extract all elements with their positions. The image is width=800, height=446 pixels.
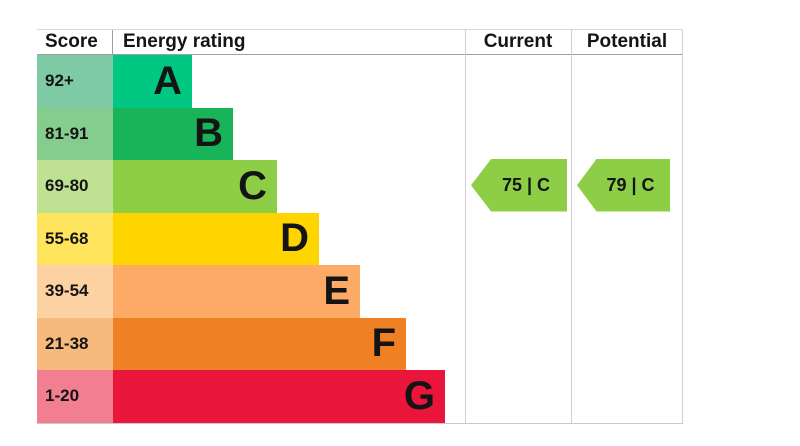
band-row-e: 39-54 E [37,265,683,318]
band-row-f: 21-38 F [37,317,683,370]
band-row-b: 81-91 B [37,107,683,160]
band-row-c: 69-80 C [37,160,683,213]
band-letter: A [153,58,182,103]
band-bar: F [113,317,406,370]
band-bar: G [113,370,445,423]
band-score-range: 69-80 [37,160,113,213]
band-letter: D [280,216,309,261]
potential-rating-label: 79 | C [606,174,655,195]
header-potential: Potential [586,31,668,52]
current-rating-label: 75 | C [501,174,551,195]
column-divider-current [465,30,466,423]
band-score-range: 55-68 [37,212,113,265]
band-bar: B [113,107,233,160]
band-score-range: 39-54 [37,265,113,318]
header-score: Score [37,30,113,54]
band-bar: C [113,160,277,213]
band-bar: A [113,55,192,108]
band-letter: E [323,268,350,313]
epc-chart: Score Energy rating Current Potential 92… [37,29,683,424]
band-score-range: 1-20 [37,370,113,423]
band-letter: C [238,163,267,208]
band-letter: F [371,321,396,366]
band-row-g: 1-20 G [37,370,683,423]
header-current: Current [483,31,553,52]
band-letter: B [194,111,223,156]
band-row-a: 92+ A [37,55,683,108]
current-rating-arrow: 75 | C [471,159,567,212]
band-bar: E [113,265,360,318]
band-row-d: 55-68 D [37,212,683,265]
band-score-range: 92+ [37,55,113,108]
band-bar: D [113,212,319,265]
band-letter: G [403,373,435,418]
potential-rating-arrow: 79 | C [577,159,670,212]
band-score-range: 21-38 [37,317,113,370]
column-divider-potential [571,30,572,423]
band-score-range: 81-91 [37,107,113,160]
header-energy-rating: Energy rating [123,31,246,52]
header-row: Score Energy rating Current Potential [37,30,683,55]
table-right-border [682,30,683,423]
